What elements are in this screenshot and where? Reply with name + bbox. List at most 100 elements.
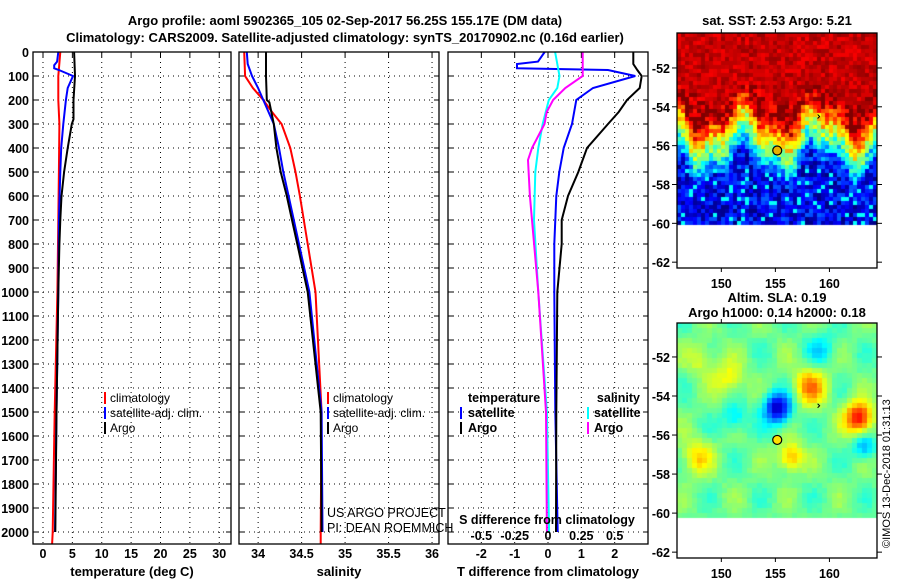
series-line-satellite-temperature [516,51,636,533]
legend-label: climatology [333,391,393,405]
profile-location-marker [772,434,783,446]
legend-label: satellite-adj. clim. [110,406,202,420]
legend-swatch [460,422,462,434]
legend-swatch [460,407,462,419]
legend-swatch [327,407,329,419]
x-tick-label: 20 [154,547,168,561]
x-tick-label: 35.5 [376,547,400,561]
lat-tick-label: -60 [652,217,670,231]
legend-swatch [104,392,106,404]
series-line-argo [265,52,323,533]
lat-tick-label: -60 [652,507,670,521]
sla-map-axes [672,319,882,562]
lat-tick-label: -54 [652,101,670,115]
lon-tick-label: 155 [765,567,786,580]
credit-project: US ARGO PROJECT [327,506,446,520]
legend-title-salinity: salinity [597,391,640,405]
x-tick-label: 2 [611,547,618,561]
sla-map-subtitle: Argo h1000: 0.14 h2000: 0.18 [688,305,866,320]
sla-map-title: Altim. SLA: 0.19 [728,290,827,305]
legend-label: satellite-adj. clim. [333,406,425,420]
x-tick-label: -1 [509,547,520,561]
profile-location-marker [772,145,783,156]
depth-tick-label: 1900 [1,502,29,516]
depth-tick-label: 700 [8,214,29,228]
lat-tick-label: -58 [652,178,670,192]
sst-map-axes [672,29,882,272]
credit-pi: PI: DEAN ROEMMICH [327,521,453,535]
lat-tick-label: -62 [652,256,670,270]
lat-tick-label: -52 [652,62,670,76]
depth-tick-label: 300 [8,118,29,132]
x-tick-label: 30 [212,547,226,561]
panel-frame [447,51,649,545]
depth-tick-label: 800 [8,238,29,252]
map-frame [676,322,878,559]
lon-tick-label: 160 [819,277,840,291]
depth-tick-label: 1000 [1,286,29,300]
depth-tick-label: 1100 [2,310,29,324]
depth-tick-label: 1500 [1,406,29,420]
x-tick-label: 34.5 [289,547,313,561]
map-frame [676,32,878,269]
x-tick-label: -2 [476,547,487,561]
legend-label: Argo [594,421,624,435]
title-line-1: Argo profile: aoml 5902365_105 02-Sep-20… [128,13,562,28]
x-tick-label: 0 [545,547,552,561]
x-axis-label: temperature (deg C) [70,564,194,579]
series-line-climatology [243,51,323,544]
legend-label: Argo [468,421,498,435]
depth-tick-label: 900 [8,262,29,276]
x2-axis-label: S difference from climatology [459,513,635,527]
lon-tick-label: 155 [765,277,786,291]
legend-swatch [104,422,106,434]
depth-tick-label: 100 [8,70,29,84]
x-axis-label: T difference from climatology [457,564,640,579]
lat-tick-label: -56 [652,429,670,443]
x2-tick-label: -0.5 [471,529,493,543]
lon-tick-label: 150 [711,567,732,580]
series-line-argo-salinity [526,52,584,533]
x-tick-label: 15 [124,547,138,561]
x-tick-label: 5 [69,547,76,561]
x-tick-label: 10 [95,547,109,561]
legend-swatch [587,407,589,419]
x-axis-label: salinity [317,564,363,579]
small-cross-mark [817,114,821,119]
legend-label: satellite [594,406,641,420]
x-tick-label: 0 [40,547,47,561]
series-line-satellite-adj-clim- [245,51,324,533]
x-tick-label: 36 [425,547,439,561]
depth-tick-label: 1200 [1,334,29,348]
profile-panel-3 [447,51,649,545]
series-line-argo [54,51,77,533]
lat-tick-label: -58 [652,468,670,482]
x2-tick-label: 0.25 [569,529,593,543]
x-tick-label: 25 [183,547,197,561]
depth-tick-label: 600 [8,190,29,204]
x2-tick-label: -0.25 [500,529,529,543]
lat-tick-label: -52 [652,351,670,365]
lat-tick-label: -62 [652,546,670,560]
x2-tick-label: 0 [545,529,552,543]
legend-label: Argo [110,421,136,435]
panel-frame [32,51,232,545]
legend-swatch [327,392,329,404]
title-line-2: Climatology: CARS2009. Satellite-adjuste… [66,30,624,45]
profile-panel-1 [32,51,232,545]
depth-tick-label: 1600 [1,430,29,444]
legend-swatch [104,407,106,419]
profile-panel-2 [238,51,440,545]
legend-label: climatology [110,391,170,405]
x2-tick-label: 0.5 [606,529,623,543]
lon-tick-label: 160 [819,567,840,580]
legend-label: Argo [333,421,359,435]
lon-tick-label: 150 [711,277,732,291]
x-tick-label: 1 [578,547,585,561]
depth-tick-label: 1300 [1,358,29,372]
x-tick-label: 34 [251,547,265,561]
depth-tick-label: 2000 [1,526,29,540]
depth-tick-label: 500 [8,166,29,180]
depth-tick-label: 0 [22,46,29,60]
legend-label: satellite [468,406,515,420]
